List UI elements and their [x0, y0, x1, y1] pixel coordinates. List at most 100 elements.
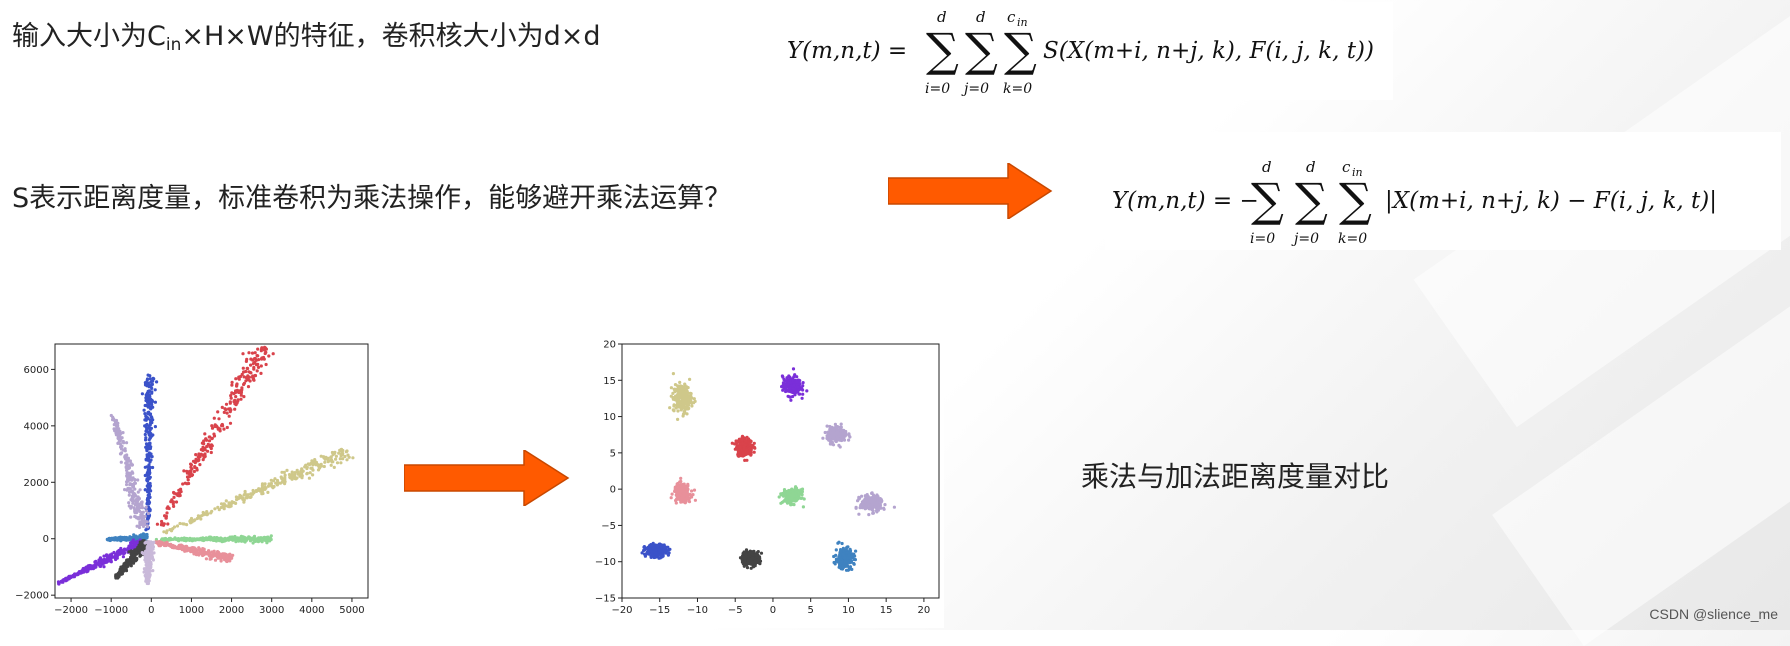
- formula1-lhs: Y(m,n,t) =: [787, 38, 907, 64]
- scatter-point: [146, 395, 150, 399]
- y-tick-label: 5: [610, 448, 616, 459]
- sum-upper-limit: d: [937, 8, 947, 26]
- scatter-point: [834, 439, 838, 443]
- scatter-point: [266, 484, 270, 488]
- sum-upper-limit: c: [1342, 158, 1351, 176]
- scatter-point: [800, 493, 804, 497]
- scatter-point: [857, 512, 861, 516]
- scatter-point: [65, 577, 69, 581]
- scatter-point: [779, 493, 783, 497]
- scatter-point: [296, 470, 300, 474]
- scatter-point: [150, 386, 154, 390]
- sum-symbol: ∑: [1004, 23, 1037, 77]
- scatter-point: [239, 397, 243, 401]
- scatter-point: [339, 448, 343, 452]
- header-text-suffix: ×H×W的特征，卷积核大小为d×d: [181, 21, 601, 52]
- scatter-point: [193, 538, 198, 542]
- scatter-point: [105, 555, 109, 559]
- scatter-point: [859, 503, 863, 507]
- scatter-point: [830, 425, 834, 429]
- scatter-point: [871, 511, 875, 515]
- scatter-point: [205, 551, 209, 555]
- scatter-point: [848, 565, 852, 569]
- scatter-point: [85, 570, 89, 574]
- scatter-point: [218, 553, 222, 557]
- scatter-point: [279, 475, 283, 479]
- scatter-point: [143, 488, 147, 492]
- scatter-point: [237, 536, 241, 541]
- scatter-point: [257, 358, 261, 362]
- sum-upper-limit: d: [1306, 158, 1316, 176]
- scatter-point: [669, 496, 673, 500]
- scatter-point: [168, 528, 172, 532]
- scatter-point: [215, 537, 219, 541]
- scatter-point: [148, 374, 152, 378]
- scatter-point: [689, 392, 693, 396]
- scatter-point: [125, 453, 129, 457]
- scatter-point: [202, 551, 206, 555]
- scatter-point: [837, 555, 841, 559]
- scatter-point: [841, 565, 845, 569]
- scatter-point: [742, 564, 746, 568]
- scatter-point: [153, 388, 157, 392]
- scatter-point: [212, 416, 216, 420]
- scatter-point: [209, 511, 213, 515]
- scatter-point: [671, 372, 675, 376]
- scatter-point: [753, 564, 757, 568]
- scatter-point: [150, 390, 154, 394]
- scatter-point: [749, 451, 753, 455]
- scatter-point: [138, 488, 142, 492]
- scatter-point: [245, 366, 249, 370]
- scatter-point: [129, 462, 133, 466]
- scatter-point: [136, 490, 140, 494]
- scatter-point: [251, 541, 255, 545]
- scatter-point: [876, 495, 880, 499]
- scatter-point: [222, 427, 226, 431]
- scatter-point: [260, 539, 264, 543]
- scatter-point: [118, 536, 122, 540]
- scatter-point: [118, 442, 122, 446]
- formula2-lhs: Y(m,n,t) = −: [1112, 188, 1259, 214]
- scatter-point: [647, 550, 651, 554]
- scatter-point: [127, 501, 131, 505]
- scatter-point: [730, 441, 734, 445]
- scatter-point: [219, 537, 223, 541]
- scatter-point: [300, 474, 304, 478]
- scatter-point: [674, 387, 678, 391]
- scatter-series: [140, 373, 159, 532]
- scatter-point: [867, 513, 871, 517]
- scatter-point: [169, 500, 173, 504]
- scatter-cluster: [780, 367, 809, 402]
- scatter-point: [199, 549, 204, 553]
- x-tick-label: 4000: [299, 605, 324, 616]
- scatter-point: [692, 488, 697, 492]
- scatter-point: [802, 497, 806, 501]
- scatter-point: [825, 424, 829, 428]
- scatter-point: [747, 554, 751, 558]
- scatter-point: [754, 558, 758, 562]
- scatter-point: [148, 383, 152, 387]
- scatter-point: [140, 517, 144, 521]
- scatter-point: [148, 423, 152, 427]
- scatter-point: [131, 561, 135, 565]
- scatter-cluster: [730, 434, 757, 462]
- scatter-point: [239, 393, 243, 397]
- scatter-point: [671, 391, 675, 395]
- scatter-point: [174, 500, 179, 504]
- scatter-point: [675, 497, 679, 501]
- scatter-point: [148, 412, 153, 416]
- scatter-point: [112, 550, 116, 555]
- scatter-point: [308, 471, 312, 475]
- scatter-point: [656, 553, 660, 557]
- scatter-point: [216, 505, 220, 509]
- scatter-point: [847, 553, 851, 557]
- scatter-point: [150, 382, 154, 386]
- scatter-point: [680, 487, 684, 491]
- scatter-point: [645, 547, 649, 551]
- scatter-point: [745, 566, 750, 570]
- scatter-point: [133, 481, 137, 485]
- scatter-point: [782, 489, 787, 493]
- scatter-point: [160, 519, 164, 524]
- scatter-point: [644, 552, 648, 556]
